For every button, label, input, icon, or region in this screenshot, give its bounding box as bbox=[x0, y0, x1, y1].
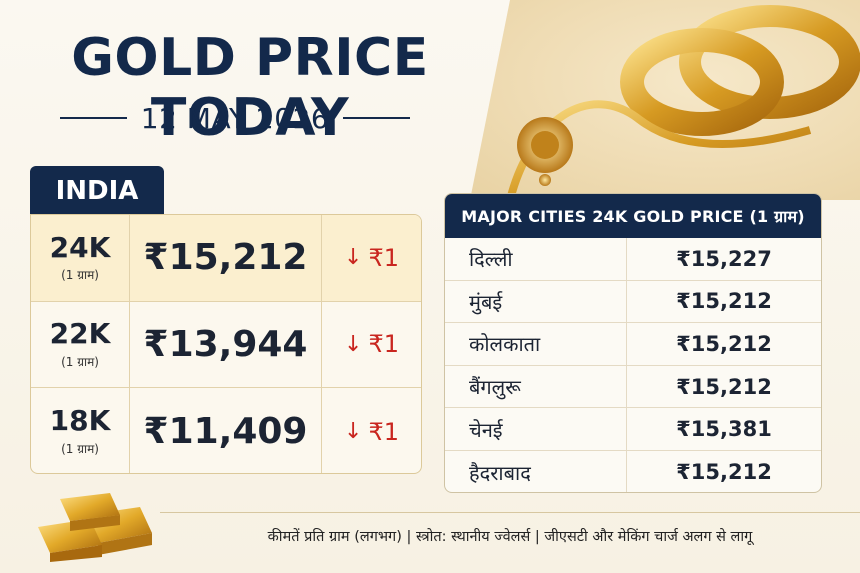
city-row: चेनई ₹15,381 bbox=[445, 408, 821, 451]
date-label: 12 MAY 2026 bbox=[140, 101, 330, 135]
karat-label: 24K bbox=[49, 230, 111, 264]
city-row: बैंगलुरू ₹15,212 bbox=[445, 365, 821, 409]
india-price-table: 24K (1 ग्राम) ₹15,212 ↓ ₹1 22K (1 ग्राम)… bbox=[30, 214, 422, 474]
city-name: बैंगलुरू bbox=[445, 365, 627, 408]
city-price: ₹15,227 bbox=[676, 246, 772, 271]
city-row: कोलकाता ₹15,212 bbox=[445, 323, 821, 366]
city-name: मुंबई bbox=[445, 280, 627, 323]
footer-note: कीमतें प्रति ग्राम (लगभग) | स्त्रोत: स्थ… bbox=[267, 529, 753, 545]
pendant-center bbox=[531, 131, 559, 159]
unit-label: (1 ग्राम) bbox=[61, 354, 99, 369]
change-value: ₹1 bbox=[368, 330, 399, 359]
arrow-down-icon: ↓ bbox=[344, 419, 363, 445]
price-value: ₹11,409 bbox=[130, 388, 322, 473]
city-price: ₹15,212 bbox=[676, 331, 772, 356]
divider-line bbox=[60, 117, 127, 119]
price-change: ↓ ₹1 bbox=[322, 388, 421, 473]
city-row: दिल्ली ₹15,227 bbox=[445, 238, 821, 281]
city-name: दिल्ली bbox=[445, 238, 627, 280]
gold-jewelry-image bbox=[470, 0, 860, 200]
city-row: मुंबई ₹15,212 bbox=[445, 280, 821, 324]
bangle-shape bbox=[620, 28, 784, 136]
city-price: ₹15,212 bbox=[676, 460, 772, 485]
unit-label: (1 ग्राम) bbox=[61, 268, 99, 283]
gold-bars-icon bbox=[30, 487, 155, 562]
price-change: ↓ ₹1 bbox=[322, 302, 421, 388]
karat-cell: 24K (1 ग्राम) bbox=[31, 215, 130, 301]
change-value: ₹1 bbox=[368, 417, 399, 446]
price-row-22k: 22K (1 ग्राम) ₹13,944 ↓ ₹1 bbox=[31, 301, 421, 389]
cities-header: MAJOR CITIES 24K GOLD PRICE (1 ग्राम) bbox=[445, 194, 821, 238]
karat-cell: 18K (1 ग्राम) bbox=[31, 388, 130, 473]
karat-label: 18K bbox=[49, 404, 111, 438]
city-price: ₹15,212 bbox=[676, 374, 772, 399]
city-name: हैदराबाद bbox=[445, 450, 627, 492]
page-title: GOLD PRICE TODAY bbox=[71, 28, 429, 148]
price-value: ₹15,212 bbox=[130, 215, 322, 301]
arrow-down-icon: ↓ bbox=[344, 331, 363, 357]
city-row: हैदराबाद ₹15,212 bbox=[445, 450, 821, 492]
change-value: ₹1 bbox=[368, 243, 399, 272]
city-price: ₹15,381 bbox=[676, 417, 772, 442]
price-value: ₹13,944 bbox=[130, 301, 322, 388]
gold-jewelry-illustration bbox=[506, 5, 860, 200]
price-row-18k: 18K (1 ग्राम) ₹11,409 ↓ ₹1 bbox=[31, 388, 421, 473]
divider-line bbox=[343, 117, 410, 119]
footer-divider bbox=[160, 512, 860, 513]
arrow-down-icon: ↓ bbox=[344, 245, 363, 271]
price-row-24k: 24K (1 ग्राम) ₹15,212 ↓ ₹1 bbox=[31, 215, 421, 302]
price-change: ↓ ₹1 bbox=[322, 215, 421, 301]
city-price: ₹15,212 bbox=[676, 289, 772, 314]
unit-label: (1 ग्राम) bbox=[61, 441, 99, 456]
city-name: कोलकाता bbox=[445, 323, 627, 365]
india-tab: INDIA bbox=[30, 166, 164, 216]
cities-price-table: MAJOR CITIES 24K GOLD PRICE (1 ग्राम) दि… bbox=[444, 193, 822, 493]
karat-label: 22K bbox=[49, 317, 111, 351]
date-banner: 12 MAY 2026 bbox=[60, 98, 410, 138]
karat-cell: 22K (1 ग्राम) bbox=[31, 301, 130, 388]
city-name: चेनई bbox=[445, 408, 627, 450]
